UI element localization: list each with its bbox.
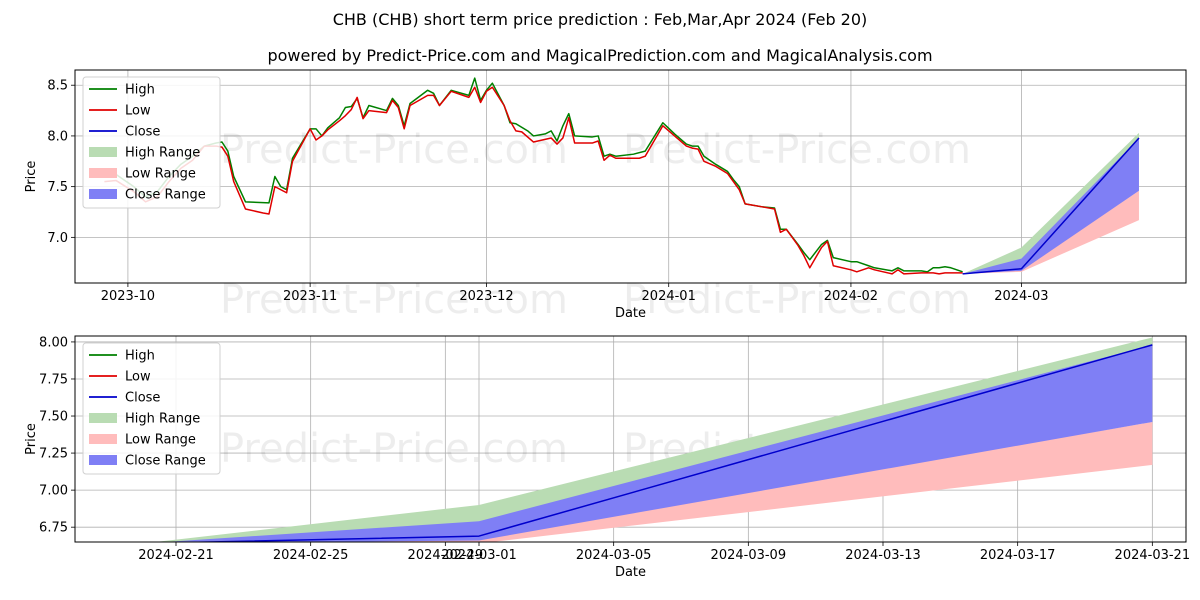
low-range-band bbox=[962, 190, 1139, 274]
y-tick-label: 7.25 bbox=[39, 447, 68, 462]
legend-box bbox=[82, 76, 221, 209]
legend-swatch bbox=[89, 455, 117, 465]
x-tick-label: 2024-02-21 bbox=[138, 548, 214, 563]
legend: High Low Close High Range Low Range Close Ran… bbox=[82, 76, 221, 209]
legend-label: Low bbox=[125, 370, 151, 385]
close-range-band bbox=[962, 137, 1139, 274]
x-tick-label: 2023-12 bbox=[459, 289, 513, 304]
legend-swatch bbox=[89, 434, 117, 444]
watermark-text: Predict-Price.com bbox=[220, 426, 568, 472]
y-tick-label: 7.50 bbox=[39, 410, 68, 425]
x-axis-label: Date bbox=[615, 565, 646, 580]
y-axis-label: Price bbox=[24, 423, 39, 455]
x-tick-label: 2024-03-21 bbox=[1115, 548, 1191, 563]
y-tick-label: 7.75 bbox=[39, 372, 68, 387]
chart-subtitle: powered by Predict-Price.com and Magical… bbox=[267, 46, 933, 65]
watermark-text: Predict-Price.com bbox=[220, 127, 568, 173]
legend-label: Close Range bbox=[125, 188, 206, 203]
legend: High Low Close High Range Low Range Close Ran… bbox=[82, 342, 221, 475]
legend-label: High Range bbox=[125, 146, 200, 161]
x-axis-label: Date bbox=[615, 306, 646, 321]
legend-label: Low Range bbox=[125, 167, 196, 182]
close-line bbox=[962, 137, 1140, 275]
y-tick-label: 8.0 bbox=[47, 129, 68, 144]
x-tick-label: 2024-01 bbox=[642, 289, 696, 304]
close-line bbox=[175, 344, 1153, 542]
y-axis-label: Price bbox=[24, 161, 39, 193]
legend-swatch bbox=[89, 147, 117, 157]
legend-label: Close bbox=[125, 125, 160, 140]
x-tick-label: 2024-03 bbox=[994, 289, 1048, 304]
legend-swatch bbox=[89, 168, 117, 178]
legend-label: Close Range bbox=[125, 454, 206, 469]
plot-area bbox=[155, 337, 1153, 542]
chart-title: CHB (CHB) short term price prediction : … bbox=[332, 10, 868, 29]
watermark-text: Predict-Price.com bbox=[623, 127, 971, 173]
x-tick-label: 2024-02-29 bbox=[408, 548, 484, 563]
high-line bbox=[104, 77, 963, 273]
x-tick-label: 2024-03-17 bbox=[980, 548, 1056, 563]
panel-2: Predict-Price.comPredict-Price.com2024-0… bbox=[24, 335, 1190, 580]
axes-frame bbox=[74, 335, 1187, 543]
plot-area bbox=[104, 77, 1140, 275]
y-tick-label: 7.5 bbox=[47, 180, 68, 195]
x-tick-label: 2024-03-05 bbox=[576, 548, 652, 563]
y-tick-label: 7.0 bbox=[47, 231, 68, 246]
legend-label: High Range bbox=[125, 412, 200, 427]
legend-label: Low Range bbox=[125, 433, 196, 448]
watermark-text: Predict-Price.com bbox=[220, 277, 568, 323]
low-line bbox=[104, 86, 963, 275]
close-range-band bbox=[164, 344, 1153, 542]
legend-swatch bbox=[89, 413, 117, 423]
legend-swatch bbox=[89, 189, 117, 199]
axes-frame bbox=[74, 69, 1187, 284]
y-tick-label: 6.75 bbox=[39, 521, 68, 536]
watermark-text: Predict-Price.com bbox=[623, 277, 971, 323]
low-range-band bbox=[226, 421, 1153, 542]
x-tick-label: 2024-03-01 bbox=[441, 548, 517, 563]
x-tick-label: 2024-03-13 bbox=[845, 548, 921, 563]
x-tick-label: 2024-03-09 bbox=[711, 548, 787, 563]
legend-box bbox=[82, 342, 221, 475]
x-tick-label: 2024-02-25 bbox=[273, 548, 349, 563]
y-tick-label: 7.00 bbox=[39, 484, 68, 499]
x-tick-label: 2024-02 bbox=[824, 289, 878, 304]
legend-label: Close bbox=[125, 391, 160, 406]
y-tick-label: 8.00 bbox=[39, 335, 68, 350]
x-tick-label: 2023-11 bbox=[283, 289, 337, 304]
x-tick-label: 2023-10 bbox=[101, 289, 155, 304]
legend-label: High bbox=[125, 349, 155, 364]
y-tick-label: 8.5 bbox=[47, 79, 68, 94]
legend-label: High bbox=[125, 83, 155, 98]
panel-1: Predict-Price.com Predict-Price.com Predic… bbox=[24, 69, 1187, 323]
legend-label: Low bbox=[125, 104, 151, 119]
